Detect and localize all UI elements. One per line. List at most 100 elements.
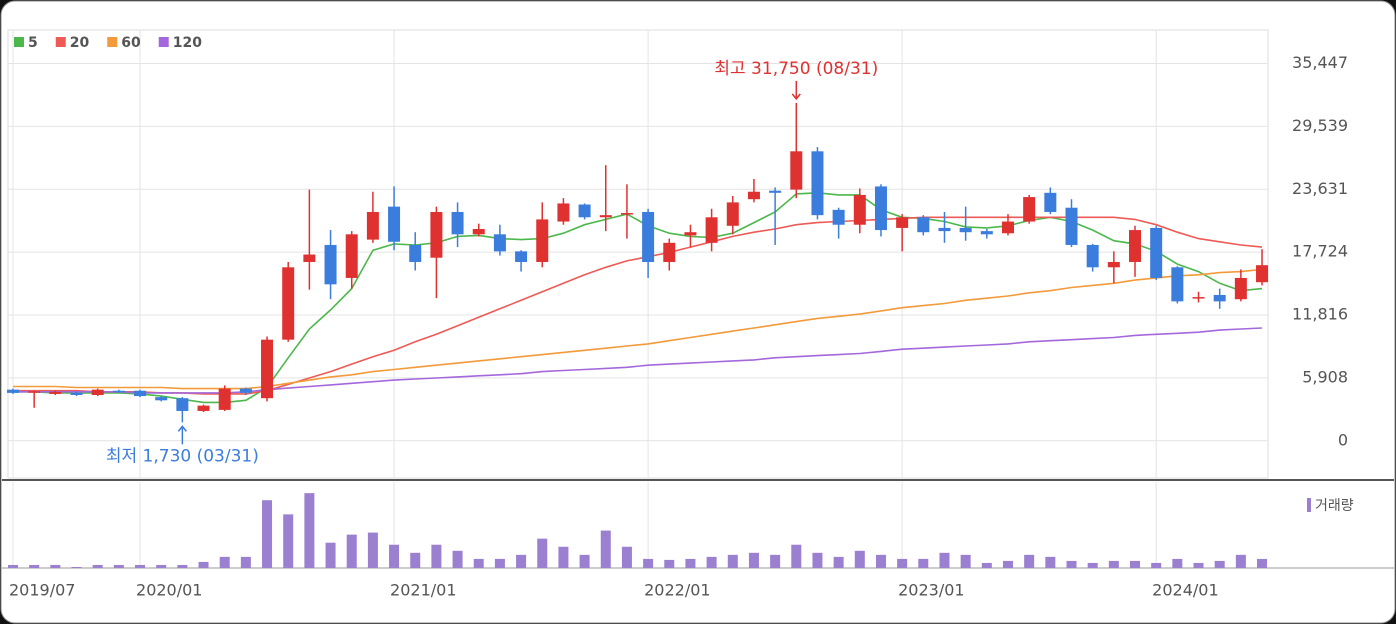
candle-body [515, 251, 528, 262]
legend-label: 5 [28, 35, 38, 51]
volume-bar [791, 544, 802, 568]
candle-body [493, 234, 506, 252]
volume-bar [156, 564, 167, 568]
candle-body [324, 244, 337, 285]
volume-bar [1024, 554, 1035, 568]
volume-bar [770, 554, 781, 568]
volume-bar [135, 564, 146, 568]
candle-body [49, 391, 62, 394]
legend-swatch [55, 37, 66, 47]
volume-bar [50, 564, 61, 568]
candle-body [388, 206, 401, 242]
volume-bar [621, 546, 632, 568]
legend-swatch [14, 37, 24, 47]
candle-body [1234, 277, 1247, 300]
candle-body [218, 388, 231, 410]
volume-bar [304, 493, 315, 568]
volume-bar [113, 564, 124, 568]
candle-body [239, 388, 252, 393]
x-tick-label: 2023/01 [898, 581, 964, 600]
volume-bar [92, 564, 103, 568]
candle-body [1001, 221, 1014, 234]
volume-bar [219, 556, 230, 568]
candle-body [832, 209, 845, 225]
candle-body [769, 190, 782, 193]
volume-bar [600, 530, 611, 568]
volume-bar [579, 554, 590, 568]
candle-body [28, 391, 41, 393]
volume-bar [1045, 556, 1056, 568]
legend-swatch [107, 37, 118, 47]
candle-body [7, 389, 19, 393]
volume-bar [960, 554, 971, 568]
legend-swatch [1307, 498, 1311, 512]
legend-label: 20 [70, 35, 90, 51]
price-panel [7, 29, 1269, 479]
candle-body [1107, 261, 1120, 268]
candle-body [134, 390, 147, 397]
candle-body [1023, 197, 1036, 222]
volume-bar [643, 558, 654, 568]
legend-swatch [158, 37, 169, 47]
volume-bar [240, 556, 251, 568]
volume-bar [452, 550, 463, 568]
volume-bar [1108, 560, 1119, 568]
candle-body [155, 397, 168, 401]
y-tick-label: 17,724 [1292, 242, 1348, 261]
y-tick-label: 0 [1338, 430, 1348, 449]
candle-body [1213, 294, 1226, 302]
volume-bar [494, 558, 505, 568]
candle-body [684, 232, 697, 236]
candle-body [1192, 297, 1205, 299]
volume-bar [283, 514, 294, 568]
volume-bar [685, 558, 696, 568]
volume-bar [664, 559, 675, 568]
volume-bar [71, 566, 82, 568]
annotation-arrowhead [791, 93, 801, 101]
y-tick-label: 23,631 [1292, 179, 1348, 198]
volume-bar [1257, 558, 1268, 568]
volume-bar [706, 556, 717, 568]
candle-body [536, 219, 549, 262]
annotation: 최고 31,750 (08/31) [714, 59, 878, 79]
candle-body [980, 231, 993, 235]
candle-body [705, 217, 718, 243]
candle-body [726, 202, 739, 226]
candle-body [642, 211, 655, 262]
candle-body [1256, 265, 1269, 283]
candle-body [853, 194, 866, 225]
candle-body [282, 267, 295, 340]
y-tick-label: 35,447 [1292, 53, 1348, 72]
volume-bar [1066, 560, 1077, 568]
volume-bar [1130, 560, 1141, 568]
candle-body [1065, 207, 1078, 245]
candle-body [112, 390, 125, 393]
volume-bar [939, 552, 950, 568]
candle-body [959, 227, 972, 233]
candle-body [1044, 192, 1057, 212]
y-tick-label: 5,908 [1302, 367, 1348, 386]
candle-body [1171, 267, 1184, 302]
candle-body [938, 227, 951, 232]
x-tick-label: 2020/01 [136, 581, 202, 600]
volume-bar [981, 562, 992, 568]
volume-bar [812, 552, 823, 568]
candle-body [451, 211, 464, 235]
volume-bar [558, 546, 569, 568]
volume-bar [1214, 560, 1225, 568]
candle-body [578, 204, 591, 218]
volume-bar [537, 538, 548, 568]
volume-bar [410, 552, 421, 568]
volume-bar [1235, 554, 1246, 568]
candle-body [1086, 244, 1099, 268]
candle-body [874, 186, 887, 231]
x-tick-label: 2019/07 [9, 581, 75, 600]
candle-body [1150, 227, 1163, 278]
volume-bar [325, 542, 336, 568]
candle-body [409, 244, 422, 262]
volume-bar [262, 500, 273, 568]
candle-body [430, 211, 443, 258]
volume-label: 거래량 [1315, 498, 1354, 514]
